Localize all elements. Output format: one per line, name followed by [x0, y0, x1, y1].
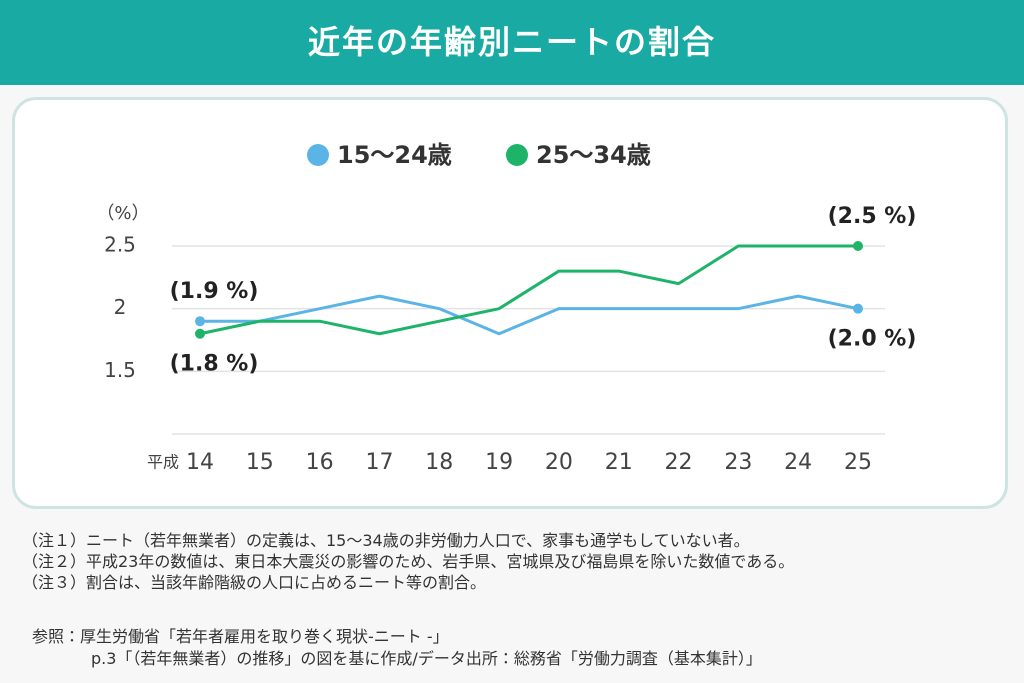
point	[853, 303, 863, 314]
series-line	[199, 244, 858, 336]
x-tick-label: 14	[186, 450, 214, 475]
reference-line: p.3「（若年無業者）の推移」の図を基に作成/データ出所：総務省「労働力調査（基…	[91, 649, 762, 668]
series-line	[200, 294, 859, 336]
reference-line: 厚生労働省「若年者雇用を取り巻く現状-ニート -」	[80, 627, 449, 646]
x-axis-label: 平成	[147, 453, 179, 472]
point	[853, 241, 863, 251]
y-tick-label: 1.5	[104, 358, 136, 382]
x-tick-label: 16	[306, 450, 334, 475]
note: （注１）ニート（若年無業者）の定義は、15〜34歳の非労働力人口で、家事も通学も…	[22, 531, 750, 550]
note: （注２）平成23年の数値は、東日本大震災の影響のため、岩手県、宮城県及び福島県を…	[22, 552, 795, 571]
y-unit: （%）	[96, 203, 149, 224]
x-tick-label: 18	[425, 450, 453, 475]
value-label: (1.9 %)	[170, 279, 259, 304]
y-tick-label: 2	[114, 295, 127, 319]
legend-marker	[307, 144, 329, 166]
x-tick-label: 23	[724, 450, 752, 475]
legend-label: 15〜24歳	[337, 141, 452, 169]
x-tick-label: 15	[246, 450, 274, 475]
x-tick-label: 20	[545, 450, 573, 475]
title: 近年の年齢別ニートの割合	[0, 0, 1024, 85]
point	[195, 328, 205, 339]
x-tick-label: 17	[365, 450, 393, 475]
x-tick-label: 19	[485, 450, 513, 475]
value-label: (2.5 %)	[828, 204, 917, 229]
value-label: (2.0 %)	[828, 327, 917, 352]
x-tick-label: 21	[605, 450, 633, 475]
notes: （注１）ニート（若年無業者）の定義は、15〜34歳の非労働力人口で、家事も通学も…	[22, 530, 794, 593]
point	[195, 316, 205, 327]
legend-label: 25〜34歳	[536, 141, 651, 169]
note: （注３）割合は、当該年齢階級の人口に占めるニート等の割合。	[22, 573, 487, 592]
x-tick-label: 24	[784, 450, 812, 475]
x-tick-label: 25	[844, 450, 872, 475]
reference-label: 参照：	[32, 627, 81, 646]
chart-card	[12, 97, 1008, 509]
reference: 参照：厚生労働省「若年者雇用を取り巻く現状-ニート -」 p.3「（若年無業者）…	[32, 626, 762, 670]
x-tick-label: 22	[665, 450, 693, 475]
legend-marker	[506, 144, 528, 166]
value-label: (1.8 %)	[170, 352, 259, 377]
y-tick-label: 2.5	[104, 233, 136, 257]
